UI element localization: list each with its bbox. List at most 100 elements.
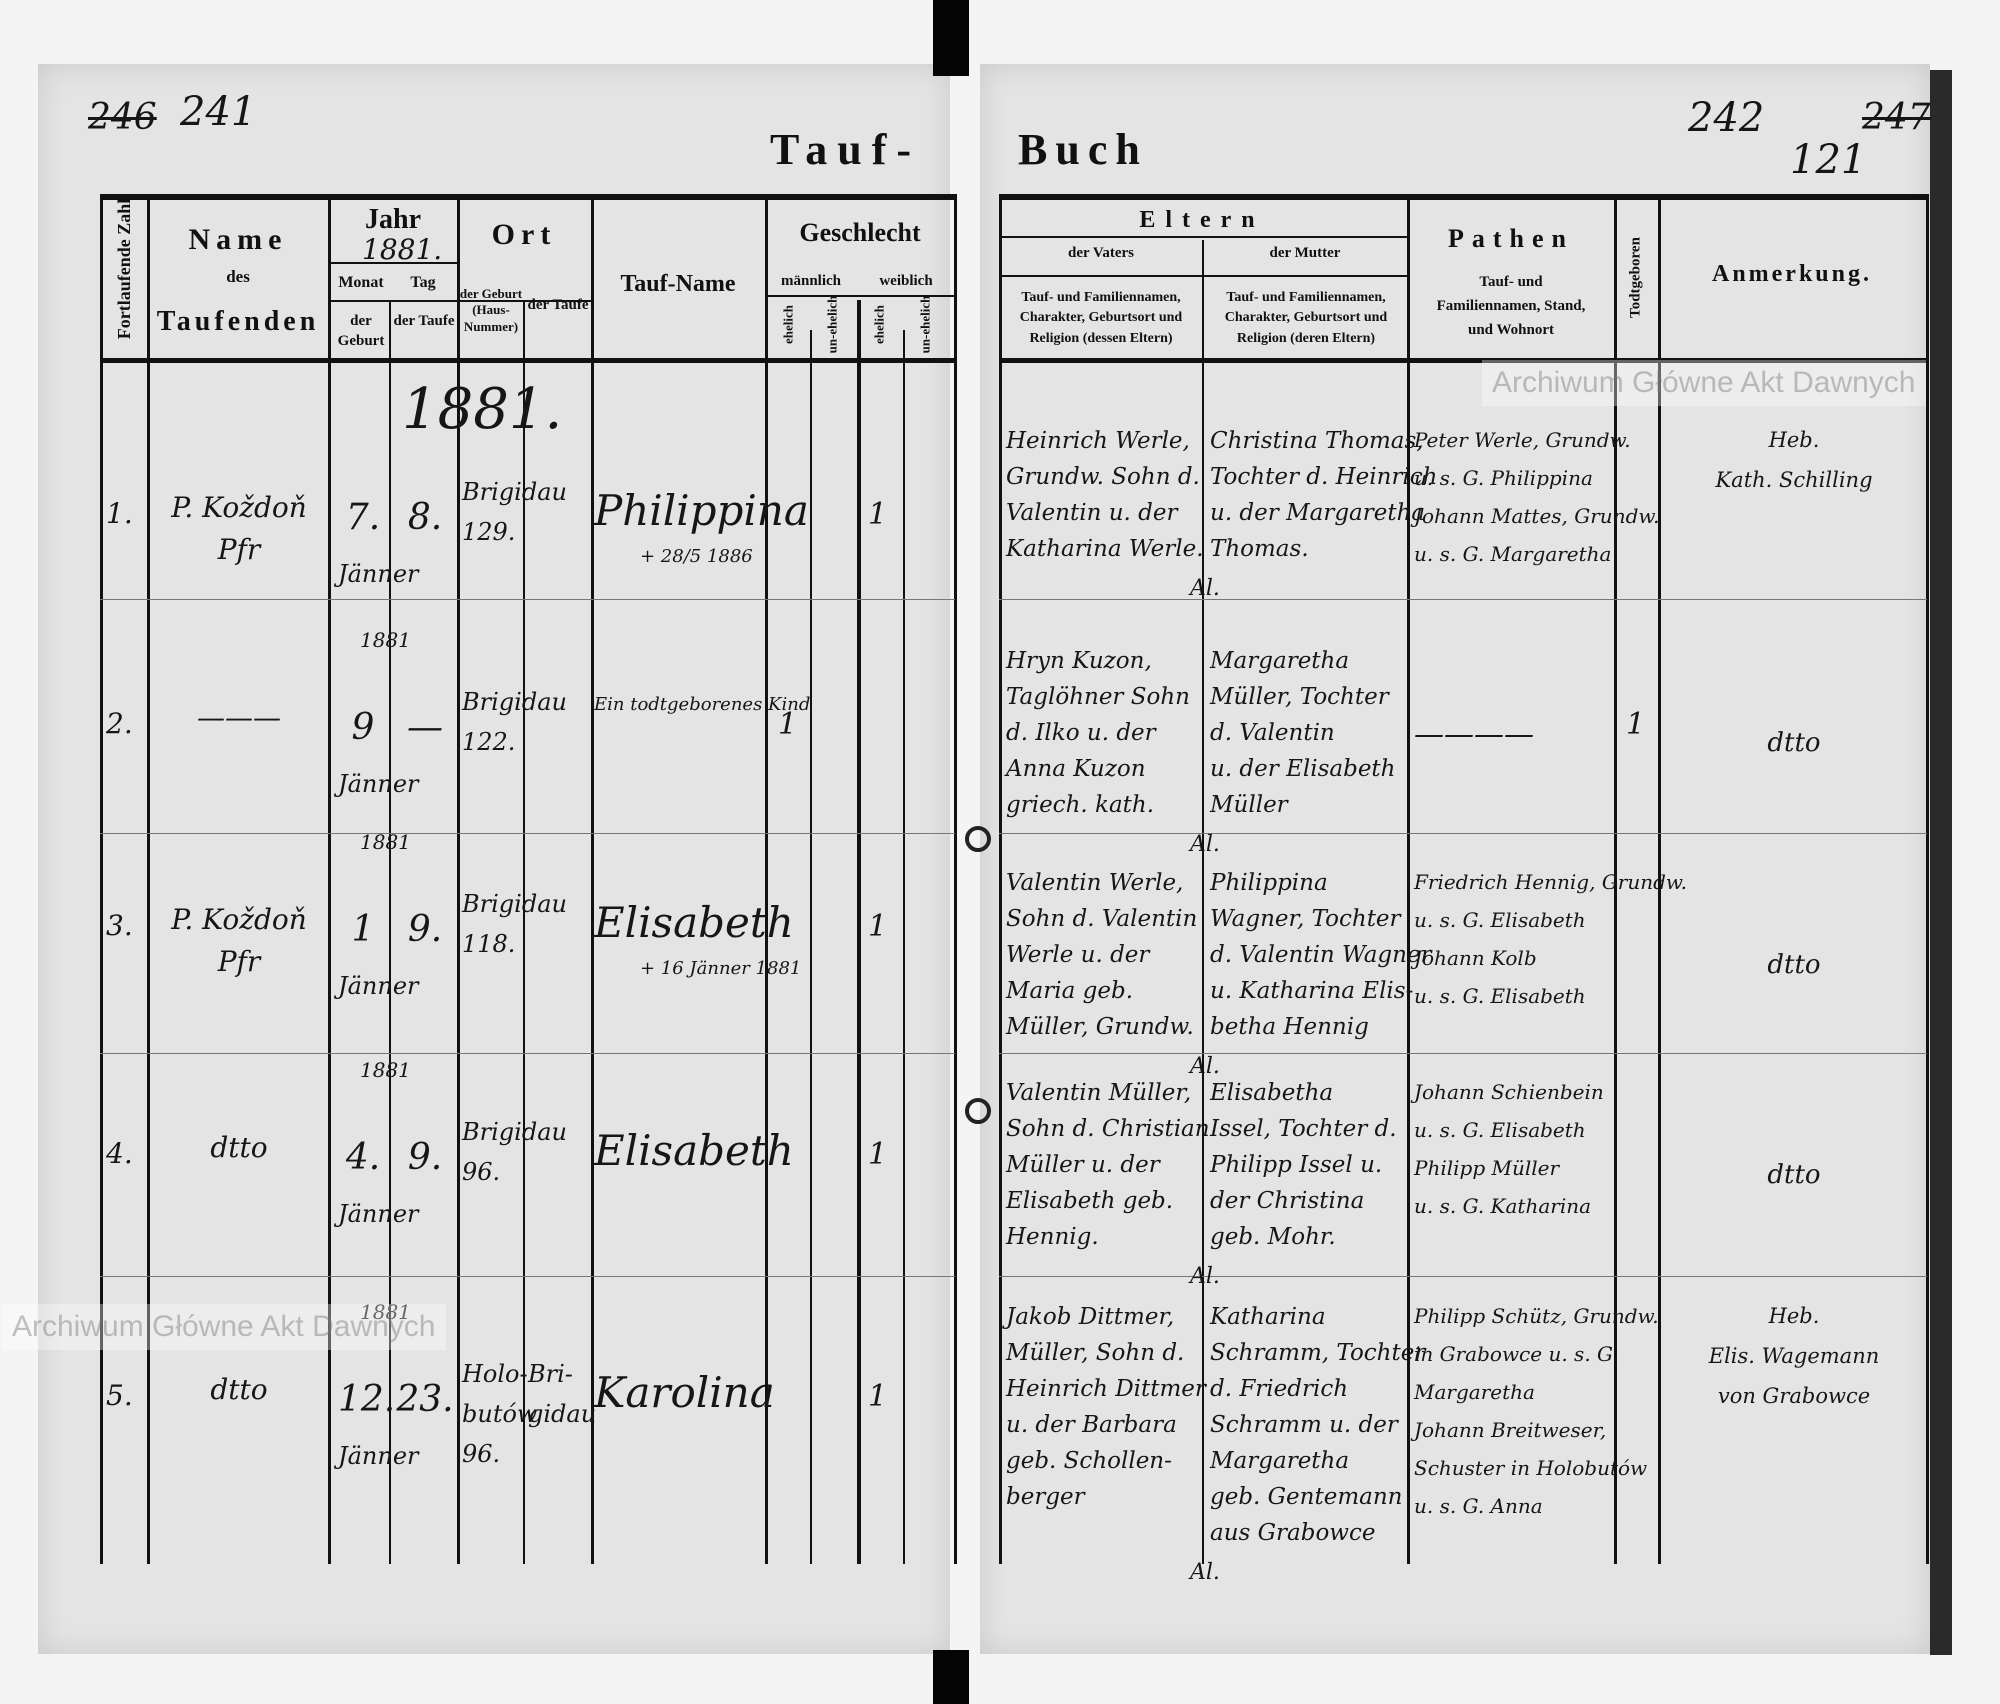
entry-sex-count: 1: [778, 707, 798, 742]
table-rule: [330, 262, 457, 264]
entry-taufender-name: dtto: [210, 1373, 268, 1406]
entry-baptism-day: 9.: [407, 1137, 443, 1178]
entry-mutter-line: Margaretha: [1210, 648, 1350, 674]
entry-tauf-name: Karolina: [594, 1368, 775, 1417]
header-maennlich: männlich: [780, 273, 841, 289]
entry-pathen-line: Friedrich Hennig, Grundw.: [1414, 870, 1688, 894]
entry-pathen-line: u. s. G. Anna: [1414, 1494, 1543, 1518]
spine-top: [933, 0, 969, 76]
entry-vater-line: Anna Kuzon: [1006, 756, 1146, 782]
entry-anmerkung-line: Heb.: [1768, 428, 1820, 452]
entry-ort-geburt: Brigidau: [462, 890, 567, 918]
entry-vater-line: Valentin Müller,: [1006, 1080, 1192, 1106]
entry-month: Jänner: [338, 1442, 419, 1470]
entry-pathen-line: Margaretha: [1414, 1380, 1535, 1404]
entry-vater-line: Grundw. Sohn d.: [1006, 464, 1200, 490]
entry-vater-line: Hennig.: [1006, 1224, 1099, 1250]
table-rule: [999, 358, 1927, 363]
entry-sex-count: 1: [868, 1379, 888, 1414]
entry-mutter-line: geb. Gentemann: [1210, 1484, 1403, 1510]
entry-ort-geburt: 96.: [462, 1158, 501, 1186]
entry-year-note: 1881: [360, 1058, 411, 1082]
entry-ort-geburt: butów: [462, 1400, 538, 1428]
entry-mutter-line: u. der Elisabeth: [1210, 756, 1396, 782]
entry-mutter-line: aus Grabowce: [1210, 1520, 1376, 1546]
book-edge: [1930, 70, 1952, 1655]
entry-anmerkung-line: Elis. Wagemann: [1708, 1344, 1880, 1368]
entry-anmerkung-line: Kath. Schilling: [1715, 468, 1873, 492]
entry-mutter-line: Schramm, Tochter: [1210, 1340, 1426, 1366]
entry-tauf-note: + 16 Jänner 1881: [640, 958, 802, 979]
table-rule: [810, 330, 812, 1564]
table-rule: [459, 300, 591, 302]
entry-anmerkung-line: von Grabowce: [1717, 1384, 1871, 1408]
table-rule: [100, 194, 955, 200]
header-pathen: Pathen: [1448, 224, 1574, 253]
header-ehelich: ehelich: [871, 305, 887, 344]
entry-vater-line: Müller, Grundw.: [1006, 1014, 1194, 1040]
header-eltern: Eltern: [1139, 207, 1265, 233]
entry-pathen-line: Johann Mattes, Grundw.: [1414, 504, 1660, 528]
entry-mark: Al.: [1190, 576, 1220, 601]
entry-vater-line: Jakob Dittmer,: [1006, 1304, 1175, 1330]
table-rule: [857, 300, 861, 1564]
entry-vater-line: Müller u. der: [1006, 1152, 1160, 1178]
entry-pathen-line: Schuster in Holobutów: [1414, 1456, 1648, 1480]
header-name: Name: [188, 223, 288, 256]
entry-mutter-line: d. Friedrich: [1210, 1376, 1349, 1402]
entry-vater-line: geb. Schollen-: [1006, 1448, 1172, 1474]
table-rule: [999, 599, 1927, 600]
binding-ring: [965, 1098, 991, 1124]
table-rule: [389, 300, 391, 1564]
table-rule: [765, 194, 768, 1564]
left-page: [38, 64, 950, 1654]
header-anmerkung: Anmerkung.: [1711, 261, 1873, 287]
table-rule: [591, 194, 594, 1564]
entry-baptism-day: 23.: [396, 1379, 454, 1420]
header-unehelich: un-ehelich: [824, 295, 840, 354]
right-page: [980, 64, 1930, 1654]
table-rule: [1926, 194, 1929, 1564]
table-rule: [1001, 236, 1407, 238]
folio-number: 121: [1790, 137, 1867, 183]
entry-baptism-day: 9.: [407, 909, 443, 950]
entry-pathen-line: u. s. G. Elisabeth: [1414, 1118, 1586, 1142]
entry-birth-day: 4.: [345, 1137, 381, 1178]
entry-ort-geburt: Brigidau: [462, 688, 567, 716]
table-rule: [100, 358, 955, 363]
entry-taufender-name: Pfr: [217, 945, 261, 978]
header-monat: Monat: [338, 274, 384, 291]
entry-month: Jänner: [338, 1200, 419, 1228]
entry-vater-line: berger: [1006, 1484, 1085, 1510]
table-rule: [999, 1276, 1927, 1277]
entry-vater-line: Maria geb.: [1006, 978, 1134, 1004]
entry-number: 4.: [106, 1137, 133, 1170]
entry-sex-count: 1: [868, 909, 888, 944]
entry-mark: Al.: [1190, 832, 1220, 857]
entry-taufender-name: P. Koždoň: [171, 903, 307, 936]
entry-mutter-line: Margaretha: [1210, 1448, 1350, 1474]
header-pathen-desc: Tauf- und Familiennamen, Stand, und Wohn…: [1436, 274, 1586, 338]
header-weiblich: weiblich: [879, 273, 933, 289]
entry-pathen-line: u. s. G. Philippina: [1414, 466, 1593, 490]
entry-vater-line: Valentin u. der: [1006, 500, 1178, 526]
table-rule: [999, 194, 1002, 1564]
entry-mark: Al.: [1190, 1264, 1220, 1289]
entry-year-note: 1881: [360, 830, 411, 854]
entry-mark: Al.: [1190, 1560, 1220, 1585]
entry-birth-day: 9: [351, 707, 375, 748]
table-rule: [100, 833, 955, 834]
entry-tauf-name: Philippina: [594, 486, 809, 535]
header-unehelich: un-ehelich: [917, 295, 933, 354]
entry-mutter-line: Thomas.: [1210, 536, 1309, 562]
entry-pathen-line: in Grabowce u. s. G.: [1414, 1342, 1619, 1366]
header-geschlecht: Geschlecht: [799, 218, 921, 247]
entry-ort-taufe: gidau: [528, 1400, 597, 1428]
entry-mutter-line: Schramm u. der: [1210, 1412, 1398, 1438]
entry-mutter-line: Christina Thomas,: [1210, 428, 1424, 454]
entry-month: Jänner: [338, 560, 419, 588]
entry-sex-count: 1: [868, 1137, 888, 1172]
entry-pathen-line: u. s. G. Margaretha: [1414, 542, 1612, 566]
table-rule: [523, 300, 525, 1564]
entry-pathen-line: u. s. G. Katharina: [1414, 1194, 1592, 1218]
